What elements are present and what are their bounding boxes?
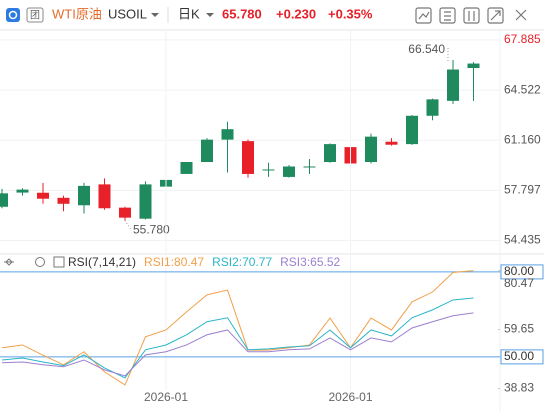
candle-body bbox=[0, 193, 8, 207]
tool-draw[interactable] bbox=[415, 7, 432, 24]
legend-entry: RSI3:65.52 bbox=[280, 255, 340, 269]
tool-candle[interactable] bbox=[463, 7, 480, 24]
candle-body bbox=[303, 166, 316, 168]
candle-body bbox=[324, 144, 336, 163]
candle-body bbox=[57, 197, 70, 204]
annotation-leader bbox=[124, 220, 132, 230]
candle-body bbox=[365, 136, 377, 163]
market-icon-glyph: 团 bbox=[30, 10, 40, 22]
y-tick-label: 80.47 bbox=[504, 276, 534, 290]
candle-body bbox=[467, 63, 480, 69]
candle-body bbox=[201, 139, 213, 163]
change-pct: +0.35% bbox=[328, 6, 373, 21]
dropdown-arrow[interactable] bbox=[151, 13, 159, 17]
candle-body bbox=[180, 162, 193, 174]
y-tick-label: 38.83 bbox=[504, 381, 534, 395]
rsi-line bbox=[1, 270, 474, 386]
tool-indicator-glyph bbox=[444, 11, 451, 21]
candle-body bbox=[221, 129, 234, 140]
instrument-symbol[interactable]: USOIL bbox=[108, 6, 147, 21]
x-tick-label: 2026-01 bbox=[144, 390, 188, 404]
tool-fullscreen[interactable] bbox=[487, 7, 504, 24]
annotation: 66.540 bbox=[408, 42, 445, 56]
rsi-line bbox=[1, 312, 474, 377]
market-icon bbox=[26, 7, 44, 23]
candle-body bbox=[262, 169, 275, 171]
settings-icon[interactable] bbox=[35, 257, 45, 267]
rsi-line bbox=[1, 297, 474, 379]
candle-body bbox=[16, 189, 29, 193]
candle-body bbox=[447, 69, 459, 101]
y-tick-label: 57.797 bbox=[504, 183, 541, 197]
logo-icon bbox=[6, 8, 20, 22]
reference-box bbox=[500, 264, 544, 280]
y-tick-label: 80.00 bbox=[504, 264, 534, 278]
period[interactable]: 日K bbox=[178, 6, 200, 21]
candle-body bbox=[98, 184, 111, 209]
annotation: 55.780 bbox=[133, 223, 170, 237]
menu-icon[interactable] bbox=[53, 256, 65, 268]
rsi-legend-icons bbox=[4, 256, 65, 268]
candle-body bbox=[139, 184, 152, 219]
y-tick-label: 50.00 bbox=[504, 349, 534, 363]
tool-candle-glyph bbox=[468, 11, 475, 21]
candle-body bbox=[385, 141, 398, 145]
candle-body bbox=[426, 99, 439, 116]
tool-fullscreen-glyph bbox=[490, 10, 501, 21]
y-tick-label: 64.522 bbox=[504, 82, 541, 96]
candle-body bbox=[119, 207, 131, 218]
y-tick-label: 54.435 bbox=[504, 233, 541, 247]
candle-body bbox=[37, 192, 49, 199]
x-tick-label: 2026-01 bbox=[328, 390, 372, 404]
tool-indicator[interactable] bbox=[439, 7, 456, 24]
rsi-title: RSI(7,14,21) bbox=[68, 255, 136, 269]
reference-box bbox=[500, 349, 544, 365]
dropdown-arrow[interactable] bbox=[206, 13, 214, 17]
candle-body bbox=[283, 166, 295, 177]
candle-body bbox=[78, 185, 90, 206]
logo-mark bbox=[8, 10, 18, 20]
legend-entry: RSI2:70.77 bbox=[212, 255, 272, 269]
toolbar bbox=[415, 7, 527, 24]
candle-body bbox=[406, 115, 418, 145]
instrument-name[interactable]: WTI原油 bbox=[52, 6, 102, 21]
y-tick-label: 67.885 bbox=[504, 32, 541, 46]
eye-icon[interactable] bbox=[4, 258, 14, 266]
candle-body bbox=[242, 141, 254, 174]
tool-draw-glyph bbox=[418, 11, 430, 20]
close-button[interactable] bbox=[515, 9, 527, 21]
change: +0.230 bbox=[276, 6, 316, 21]
legend-entry: RSI1:80.47 bbox=[144, 255, 204, 269]
price: 65.780 bbox=[222, 6, 262, 21]
y-tick-label: 59.65 bbox=[504, 322, 534, 336]
y-tick-label: 61.160 bbox=[504, 132, 541, 146]
